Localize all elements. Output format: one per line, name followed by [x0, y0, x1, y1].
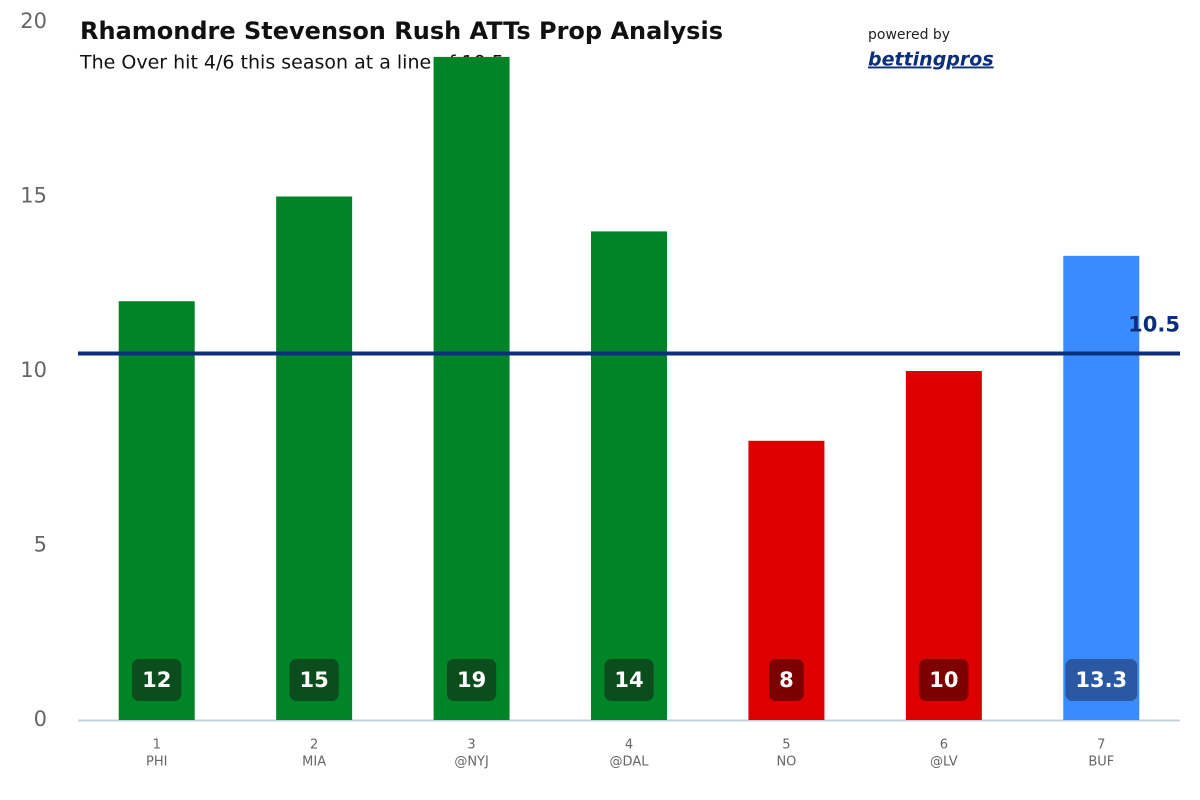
- value-label-badge: [919, 659, 969, 701]
- value-label: 15: [300, 668, 329, 692]
- x-tick-number: 3: [467, 738, 475, 753]
- y-tick-label: 5: [34, 533, 47, 557]
- chart-title: Rhamondre Stevenson Rush ATTs Prop Analy…: [80, 17, 723, 45]
- chart-subtitle: The Over hit 4/6 this season at a line o…: [79, 52, 504, 74]
- x-tick-label: MIA: [302, 755, 326, 770]
- bar: [591, 231, 667, 720]
- value-label: 10: [929, 668, 958, 692]
- y-tick-label: 10: [20, 358, 47, 382]
- value-label-badge: [446, 659, 497, 701]
- branding-prefix: powered by: [868, 27, 950, 43]
- x-tick-number: 6: [940, 738, 948, 753]
- x-tick-label: @DAL: [610, 755, 650, 770]
- value-label: 12: [142, 668, 171, 692]
- value-label-badge: [1065, 659, 1138, 701]
- reference-label: 10.5: [1128, 313, 1180, 337]
- y-tick-label: 15: [20, 184, 47, 208]
- y-tick-label: 0: [34, 707, 47, 731]
- value-label: 8: [779, 668, 794, 692]
- y-tick-label: 20: [20, 9, 47, 33]
- bar: [433, 56, 510, 720]
- x-tick-number: 4: [625, 738, 633, 753]
- x-tick-number: 7: [1097, 738, 1105, 753]
- value-label-badge: [604, 659, 654, 701]
- x-tick-label: PHI: [146, 755, 167, 770]
- x-tick-label: @LV: [930, 755, 958, 770]
- x-tick-label: @NYJ: [454, 755, 489, 770]
- branding-name: bettingpros: [868, 49, 994, 71]
- x-tick-number: 5: [782, 738, 790, 753]
- x-tick-number: 1: [153, 738, 161, 753]
- bar: [118, 301, 195, 720]
- value-label: 19: [457, 668, 486, 692]
- x-tick-label: BUF: [1088, 755, 1114, 770]
- x-tick-label: NO: [776, 755, 796, 770]
- value-label: 13.3: [1075, 668, 1127, 692]
- x-tick-number: 2: [310, 738, 318, 753]
- bar: [1063, 255, 1140, 720]
- value-label-badge: [289, 659, 339, 701]
- bar: [276, 196, 353, 720]
- value-label: 14: [614, 668, 643, 692]
- value-label-badge: [769, 659, 804, 701]
- value-label-badge: [132, 659, 182, 701]
